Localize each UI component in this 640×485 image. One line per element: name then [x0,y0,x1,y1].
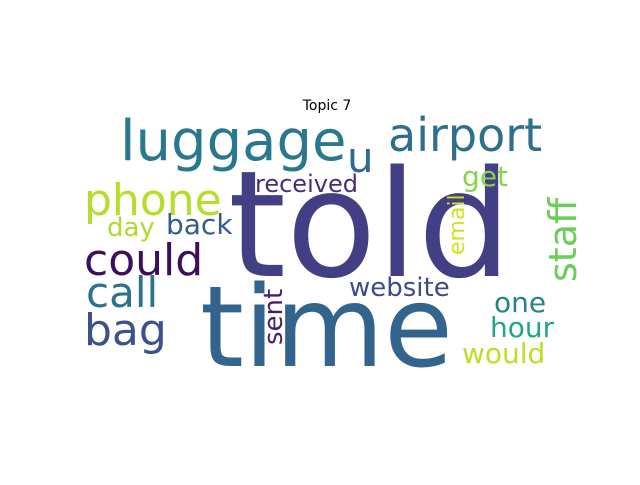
word-website: website [349,273,450,303]
word-call: call [86,268,158,317]
word-hour: hour [490,311,555,344]
word-email: email [445,194,470,255]
word-would: would [462,337,545,370]
word-u: u [347,133,374,182]
word-get: get [462,160,508,193]
word-airport: airport [388,108,542,162]
word-phone: phone [84,175,222,226]
word-could: could [84,235,203,286]
word-time: time [200,263,453,393]
chart-title: Topic 7 [302,98,352,114]
word-back: back [166,208,233,241]
word-bag: bag [84,305,167,356]
word-received: received [255,170,358,198]
word-day: day [107,213,155,243]
word-staff: staff [541,197,585,282]
word-one: one [494,286,546,319]
word-told: told [228,139,512,311]
word-luggage: luggage [120,109,346,174]
word-sent: sent [259,289,289,345]
